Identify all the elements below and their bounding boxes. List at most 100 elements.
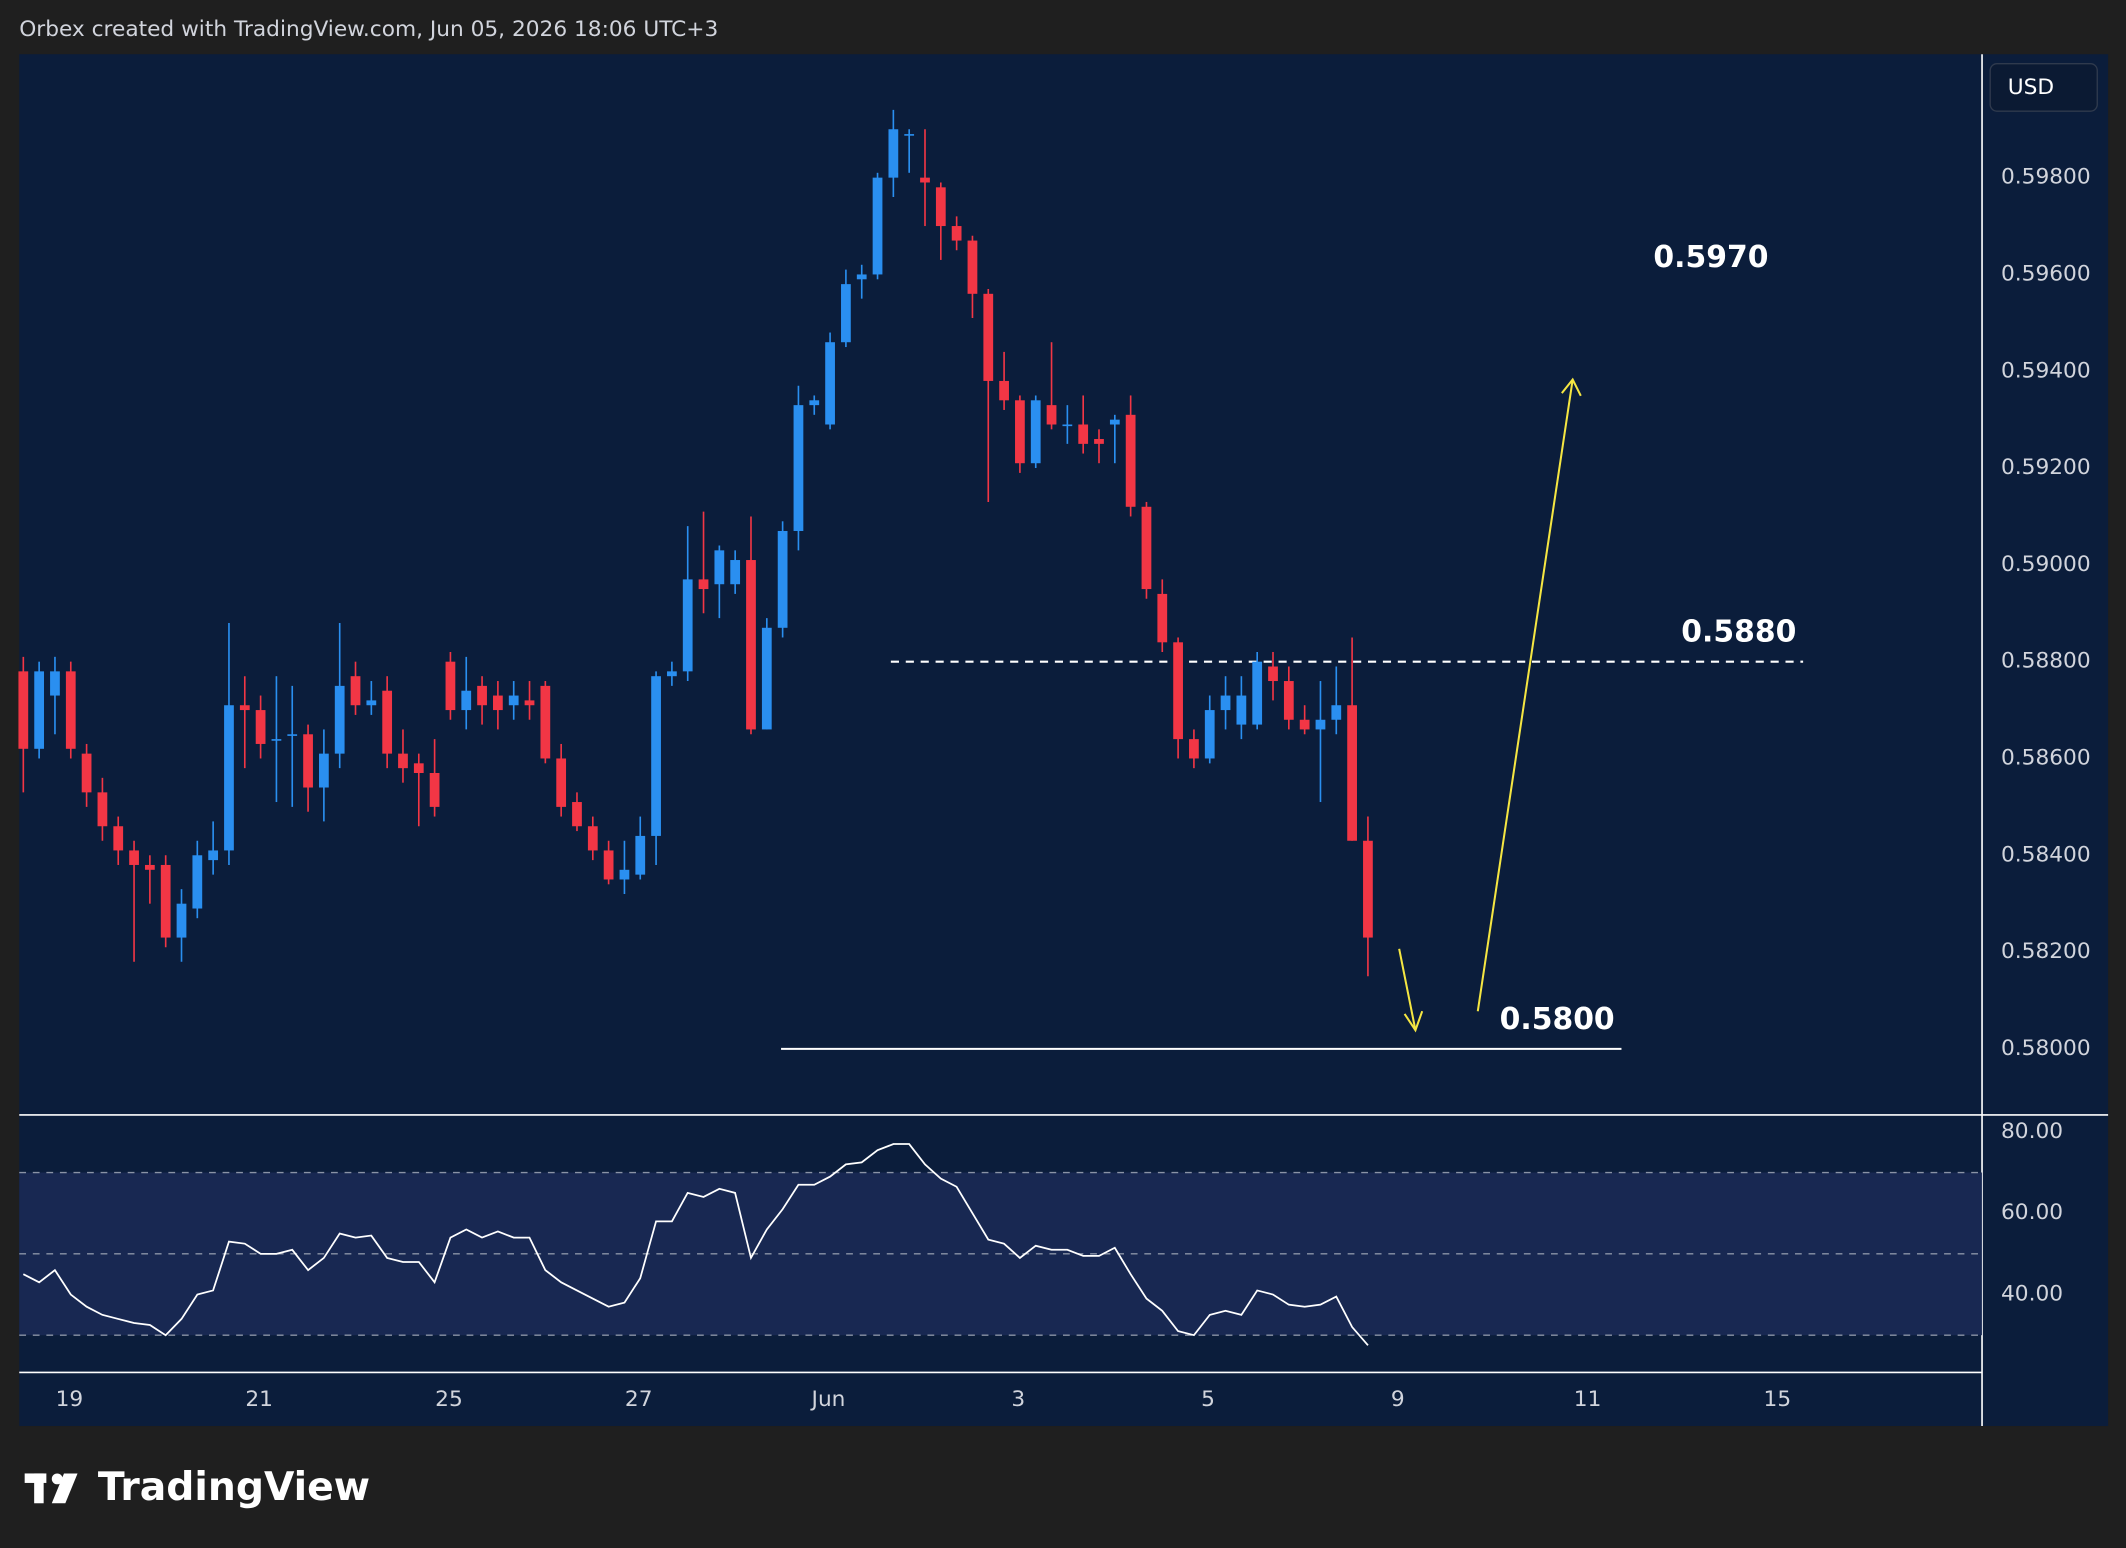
candle-body [382, 690, 393, 754]
x-tick-label: 5 [1201, 1387, 1215, 1412]
level-label: 0.5800 [1500, 1002, 1615, 1037]
candle-body [809, 400, 820, 406]
candle-body [777, 530, 788, 628]
candle-body [144, 864, 155, 870]
candle-body [34, 671, 45, 749]
candle-body [1252, 661, 1263, 725]
candle-body [287, 734, 298, 736]
candle-body [1062, 424, 1073, 427]
candle-body [1125, 414, 1136, 507]
brand: TradingView [98, 1465, 370, 1510]
candle-body [904, 134, 915, 136]
x-tick-label: Jun [810, 1387, 846, 1412]
x-tick-label: 9 [1391, 1387, 1405, 1412]
candle-body [477, 685, 487, 706]
candle-body [841, 284, 851, 343]
candle-body [793, 405, 804, 531]
arrow-up [1476, 379, 1574, 1012]
x-tick-label: 11 [1574, 1387, 1602, 1412]
candle-body [1015, 400, 1025, 464]
level-label: 0.5880 [1681, 615, 1796, 650]
candle-body [350, 676, 361, 706]
y-tick-label: 0.59200 [2001, 455, 2091, 480]
candle-body [1030, 400, 1041, 464]
candle-body [967, 240, 978, 294]
candle-body [1236, 695, 1247, 725]
candle-body [603, 850, 614, 880]
candle-body [176, 903, 187, 938]
x-tick-label: 3 [1011, 1387, 1025, 1412]
x-tick-label: 27 [625, 1387, 653, 1412]
candle-body [951, 226, 962, 241]
arrow-down-head [1403, 1010, 1424, 1033]
candle-body [587, 826, 598, 851]
x-tick-label: 25 [435, 1387, 463, 1412]
candle-body [1268, 666, 1278, 682]
candle-body [239, 705, 250, 711]
x-tick-label: 19 [56, 1387, 84, 1412]
rsi-tick-label: 40.00 [2001, 1282, 2063, 1307]
y-tick-label: 0.58000 [2001, 1036, 2091, 1061]
x-tick-label: 21 [245, 1387, 273, 1412]
candle-body [1094, 439, 1104, 444]
candle-body [635, 835, 646, 875]
candle-body [920, 177, 930, 183]
currency-badge[interactable] [1989, 63, 2098, 112]
y-tick-label: 0.59800 [2001, 165, 2091, 190]
candle-body [619, 869, 630, 880]
candle-body [888, 129, 899, 178]
arrow-up-head [1561, 377, 1582, 397]
candle-body [1363, 840, 1373, 938]
candle-body [65, 671, 76, 749]
candle-body [730, 560, 741, 585]
candle-body [461, 690, 472, 711]
candle-body [1315, 719, 1326, 730]
candle-body [746, 560, 756, 730]
y-tick-label: 0.59000 [2001, 552, 2091, 577]
candle-body [224, 705, 234, 851]
candle-body [983, 293, 994, 381]
candle-body [303, 734, 313, 788]
candle-body [81, 753, 92, 793]
logo-part [34, 1473, 44, 1504]
y-tick-label: 0.58200 [2001, 939, 2091, 964]
candle-body [1141, 506, 1152, 590]
header: Orbex created with TradingView.com, Jun … [19, 17, 718, 42]
candle-body [682, 579, 693, 672]
candle-body [1204, 710, 1215, 759]
candle-body [113, 826, 124, 851]
candle-body [1220, 695, 1231, 711]
candle-body [556, 758, 567, 807]
candle-body [698, 579, 709, 590]
candle-body [334, 685, 345, 754]
y-tick-label: 0.59600 [2001, 261, 2091, 286]
candle-body [160, 864, 171, 938]
rsi-tick-label: 80.00 [2001, 1119, 2063, 1144]
candle-body [445, 661, 456, 711]
candle-body [856, 274, 867, 280]
candle-body [651, 676, 661, 836]
candle-body [1189, 739, 1199, 759]
candle-body [192, 855, 203, 909]
logo-part [51, 1473, 78, 1504]
candle-body [398, 753, 408, 769]
candle-body [1347, 705, 1357, 841]
candle-body [366, 700, 377, 706]
brand-logo [24, 1473, 78, 1504]
candle-body [1046, 405, 1057, 425]
candle-body [1078, 424, 1089, 444]
candle-body [1283, 681, 1294, 720]
candle-body [493, 695, 503, 711]
rsi-tick-label: 60.00 [2001, 1200, 2063, 1225]
candle-body [1109, 419, 1120, 425]
candle-body [1331, 705, 1342, 720]
currency: USD [2008, 75, 2054, 100]
candle-body [1173, 642, 1183, 740]
y-tick-label: 0.58800 [2001, 649, 2091, 674]
candle-body [1157, 593, 1168, 643]
rsi-line [22, 1143, 1369, 1346]
candle-body [97, 792, 108, 827]
candle-body [318, 753, 329, 788]
